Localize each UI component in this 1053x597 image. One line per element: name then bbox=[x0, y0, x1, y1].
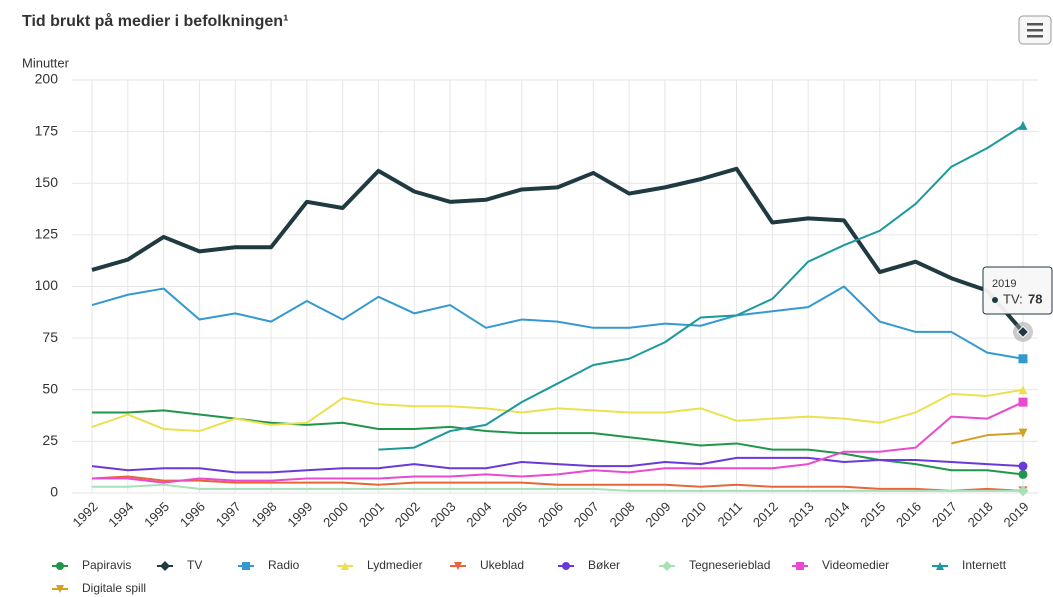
legend-item[interactable]: Tegneserieblad bbox=[659, 558, 770, 572]
series-line bbox=[91, 285, 1024, 360]
x-tick-label: 2013 bbox=[786, 499, 817, 530]
series-line bbox=[91, 166, 1025, 334]
marker bbox=[1018, 385, 1028, 395]
legend-label: Tegneserieblad bbox=[689, 558, 770, 572]
legend-label: TV bbox=[187, 558, 202, 572]
marker bbox=[1018, 354, 1028, 364]
legend-item[interactable]: Videomedier bbox=[792, 558, 889, 572]
legend-item[interactable]: Lydmedier bbox=[337, 558, 423, 572]
marker bbox=[341, 562, 349, 570]
legend-label: Internett bbox=[962, 558, 1007, 572]
legend-label: Bøker bbox=[588, 558, 620, 572]
tooltip-dot bbox=[992, 297, 998, 303]
marker bbox=[662, 561, 672, 571]
x-tick-label: 2019 bbox=[1000, 499, 1031, 530]
legend-label: Lydmedier bbox=[367, 558, 423, 572]
y-tick-label: 125 bbox=[35, 226, 59, 242]
marker bbox=[1018, 397, 1028, 407]
y-tick-label: 50 bbox=[42, 380, 58, 396]
x-tick-label: 2014 bbox=[821, 499, 852, 530]
x-tick-label: 1996 bbox=[177, 499, 208, 530]
tooltip-value: 78 bbox=[1028, 291, 1042, 306]
x-tick-label: 1995 bbox=[141, 499, 172, 530]
x-tick-label: 2012 bbox=[750, 499, 781, 530]
x-tick-label: 2015 bbox=[857, 499, 888, 530]
marker bbox=[796, 562, 804, 570]
marker bbox=[562, 562, 570, 570]
marker bbox=[242, 562, 250, 570]
legend-item[interactable]: TV bbox=[157, 558, 202, 572]
marker bbox=[454, 562, 462, 570]
marker bbox=[1018, 469, 1028, 479]
tooltip-box bbox=[982, 266, 1053, 315]
legend-item[interactable]: Ukeblad bbox=[450, 558, 524, 572]
x-tick-label: 1998 bbox=[249, 499, 280, 530]
x-tick-label: 2017 bbox=[929, 499, 960, 530]
x-tick-label: 2000 bbox=[320, 499, 351, 530]
y-tick-label: 100 bbox=[35, 277, 59, 293]
x-tick-label: 2002 bbox=[392, 499, 423, 530]
series-line bbox=[91, 475, 1024, 492]
marker bbox=[1018, 428, 1028, 438]
legend-label: Videomedier bbox=[822, 558, 889, 572]
legend-item[interactable]: Internett bbox=[932, 558, 1007, 572]
marker bbox=[1017, 485, 1029, 497]
y-tick-label: 0 bbox=[50, 484, 58, 500]
marker bbox=[56, 585, 64, 593]
legend-item[interactable]: Radio bbox=[238, 558, 300, 572]
series-line bbox=[92, 483, 1023, 492]
y-tick-label: 150 bbox=[35, 174, 59, 190]
series-line bbox=[92, 401, 1024, 484]
x-tick-label: 1999 bbox=[284, 499, 315, 530]
x-tick-label: 1997 bbox=[213, 499, 244, 530]
y-axis-label: Minutter bbox=[22, 55, 70, 70]
series-line bbox=[91, 388, 1024, 433]
tooltip-header: 2019 bbox=[992, 278, 1016, 290]
legend-label: Digitale spill bbox=[82, 581, 146, 595]
x-tick-label: 2006 bbox=[535, 499, 566, 530]
marker bbox=[1016, 325, 1030, 339]
x-tick-label: 2001 bbox=[356, 499, 387, 530]
x-tick-label: 2008 bbox=[607, 499, 638, 530]
x-tick-label: 2010 bbox=[678, 499, 709, 530]
marker bbox=[56, 562, 64, 570]
series-line bbox=[951, 432, 1024, 445]
x-tick-label: 2016 bbox=[893, 499, 924, 530]
menu-button[interactable] bbox=[1018, 15, 1052, 45]
y-tick-label: 200 bbox=[35, 71, 59, 87]
legend-label: Radio bbox=[268, 558, 300, 572]
series-line bbox=[378, 124, 1024, 451]
series-line bbox=[91, 456, 1024, 474]
y-tick-label: 175 bbox=[35, 122, 59, 138]
legend-item[interactable]: Digitale spill bbox=[52, 581, 146, 595]
x-tick-label: 1994 bbox=[105, 499, 136, 530]
marker bbox=[1018, 120, 1028, 130]
x-tick-label: 2003 bbox=[428, 499, 459, 530]
x-tick-label: 1992 bbox=[69, 499, 100, 530]
legend-label: Ukeblad bbox=[480, 558, 524, 572]
chart-title: Tid brukt på medier i befolkningen¹ bbox=[22, 12, 288, 30]
legend-item[interactable]: Bøker bbox=[558, 558, 620, 572]
x-tick-label: 2009 bbox=[642, 499, 673, 530]
y-tick-label: 75 bbox=[42, 329, 58, 345]
marker bbox=[160, 561, 170, 571]
marker bbox=[936, 562, 944, 570]
legend-item[interactable]: Papiravis bbox=[52, 558, 131, 572]
y-tick-label: 25 bbox=[42, 432, 58, 448]
x-tick-label: 2007 bbox=[571, 499, 602, 530]
tooltip-series: TV: bbox=[1003, 291, 1023, 306]
x-tick-label: 2004 bbox=[463, 499, 494, 530]
x-tick-label: 2011 bbox=[715, 499, 745, 529]
legend-label: Papiravis bbox=[82, 558, 131, 572]
x-tick-label: 2018 bbox=[965, 499, 996, 530]
marker bbox=[1018, 461, 1028, 471]
x-tick-label: 2005 bbox=[499, 499, 530, 530]
